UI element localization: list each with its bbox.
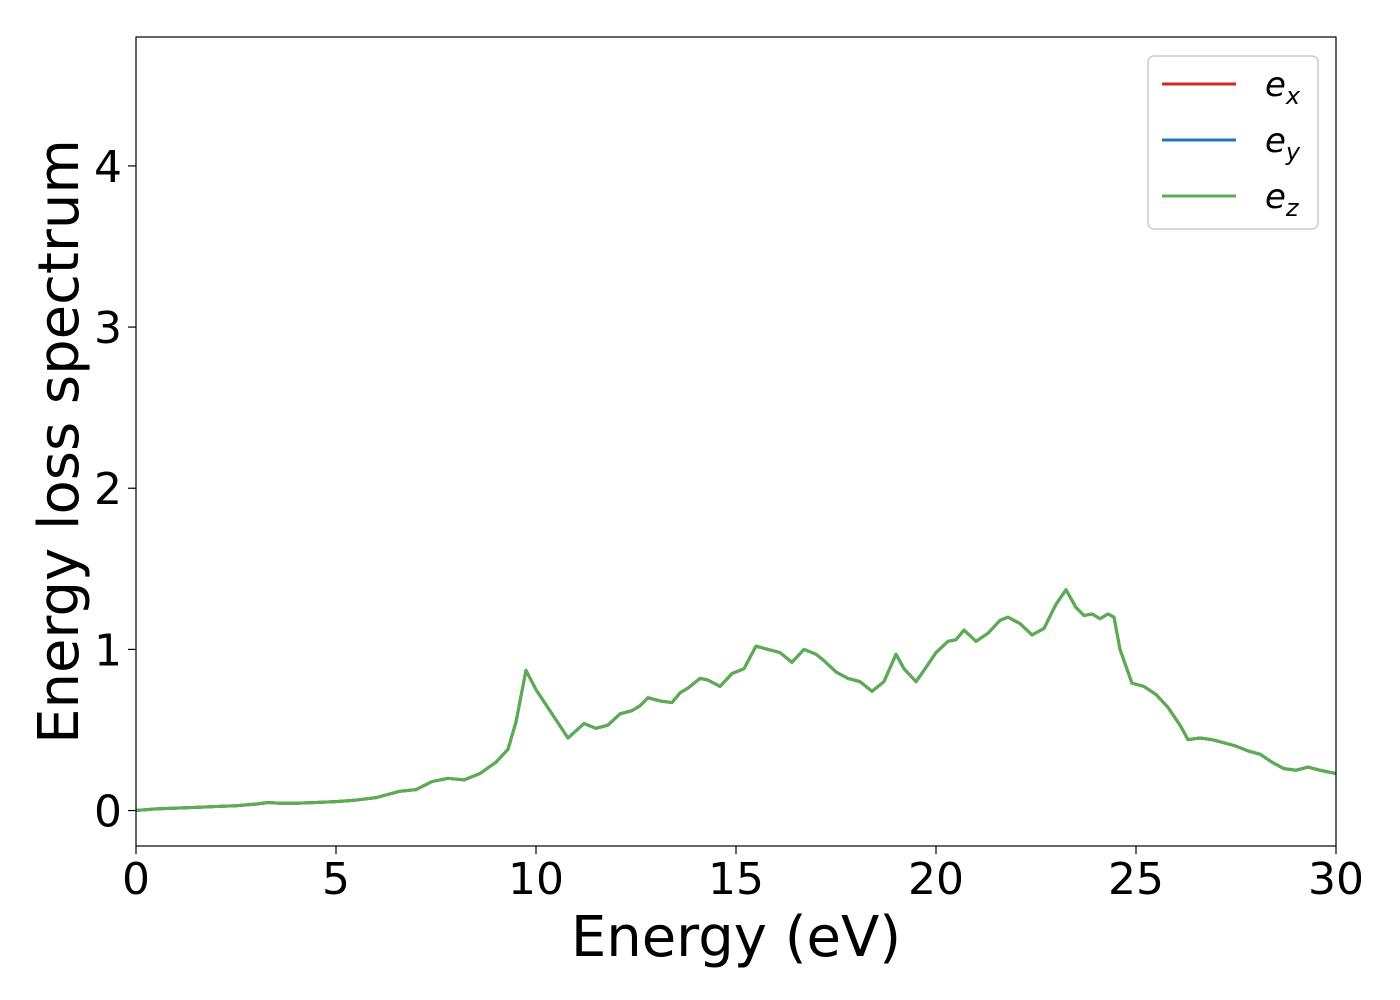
y-tick-label: 2 [94, 464, 122, 515]
y-tick-label: 0 [94, 787, 122, 838]
x-axis-ticks: 0 5 10 15 20 25 30 [122, 846, 1364, 905]
y-axis-ticks: 0 1 2 3 4 [94, 142, 136, 838]
legend-label-ey: ey [1265, 121, 1301, 166]
y-tick-label: 4 [94, 142, 122, 193]
y-tick-label: 1 [94, 625, 122, 676]
x-axis-title: Energy (eV) [571, 905, 901, 970]
x-tick-label: 20 [908, 854, 964, 905]
legend-box [1147, 55, 1319, 230]
x-tick-label: 15 [708, 854, 764, 905]
plot-area [135, 36, 1337, 847]
x-tick-label: 25 [1108, 854, 1164, 905]
legend-label-ex: ex [1265, 65, 1301, 110]
y-tick-label: 3 [94, 303, 122, 354]
x-tick-label: 0 [122, 854, 150, 905]
series-layer [136, 588, 1336, 813]
x-tick-label: 10 [508, 854, 564, 905]
legend-label-ez: ez [1265, 177, 1300, 222]
x-tick-label: 30 [1308, 854, 1364, 905]
legend: ex ey ez [1147, 55, 1319, 230]
series-line-ez [136, 588, 1336, 813]
x-tick-label: 5 [322, 854, 350, 905]
y-axis-title: Energy loss spectrum [27, 139, 92, 744]
